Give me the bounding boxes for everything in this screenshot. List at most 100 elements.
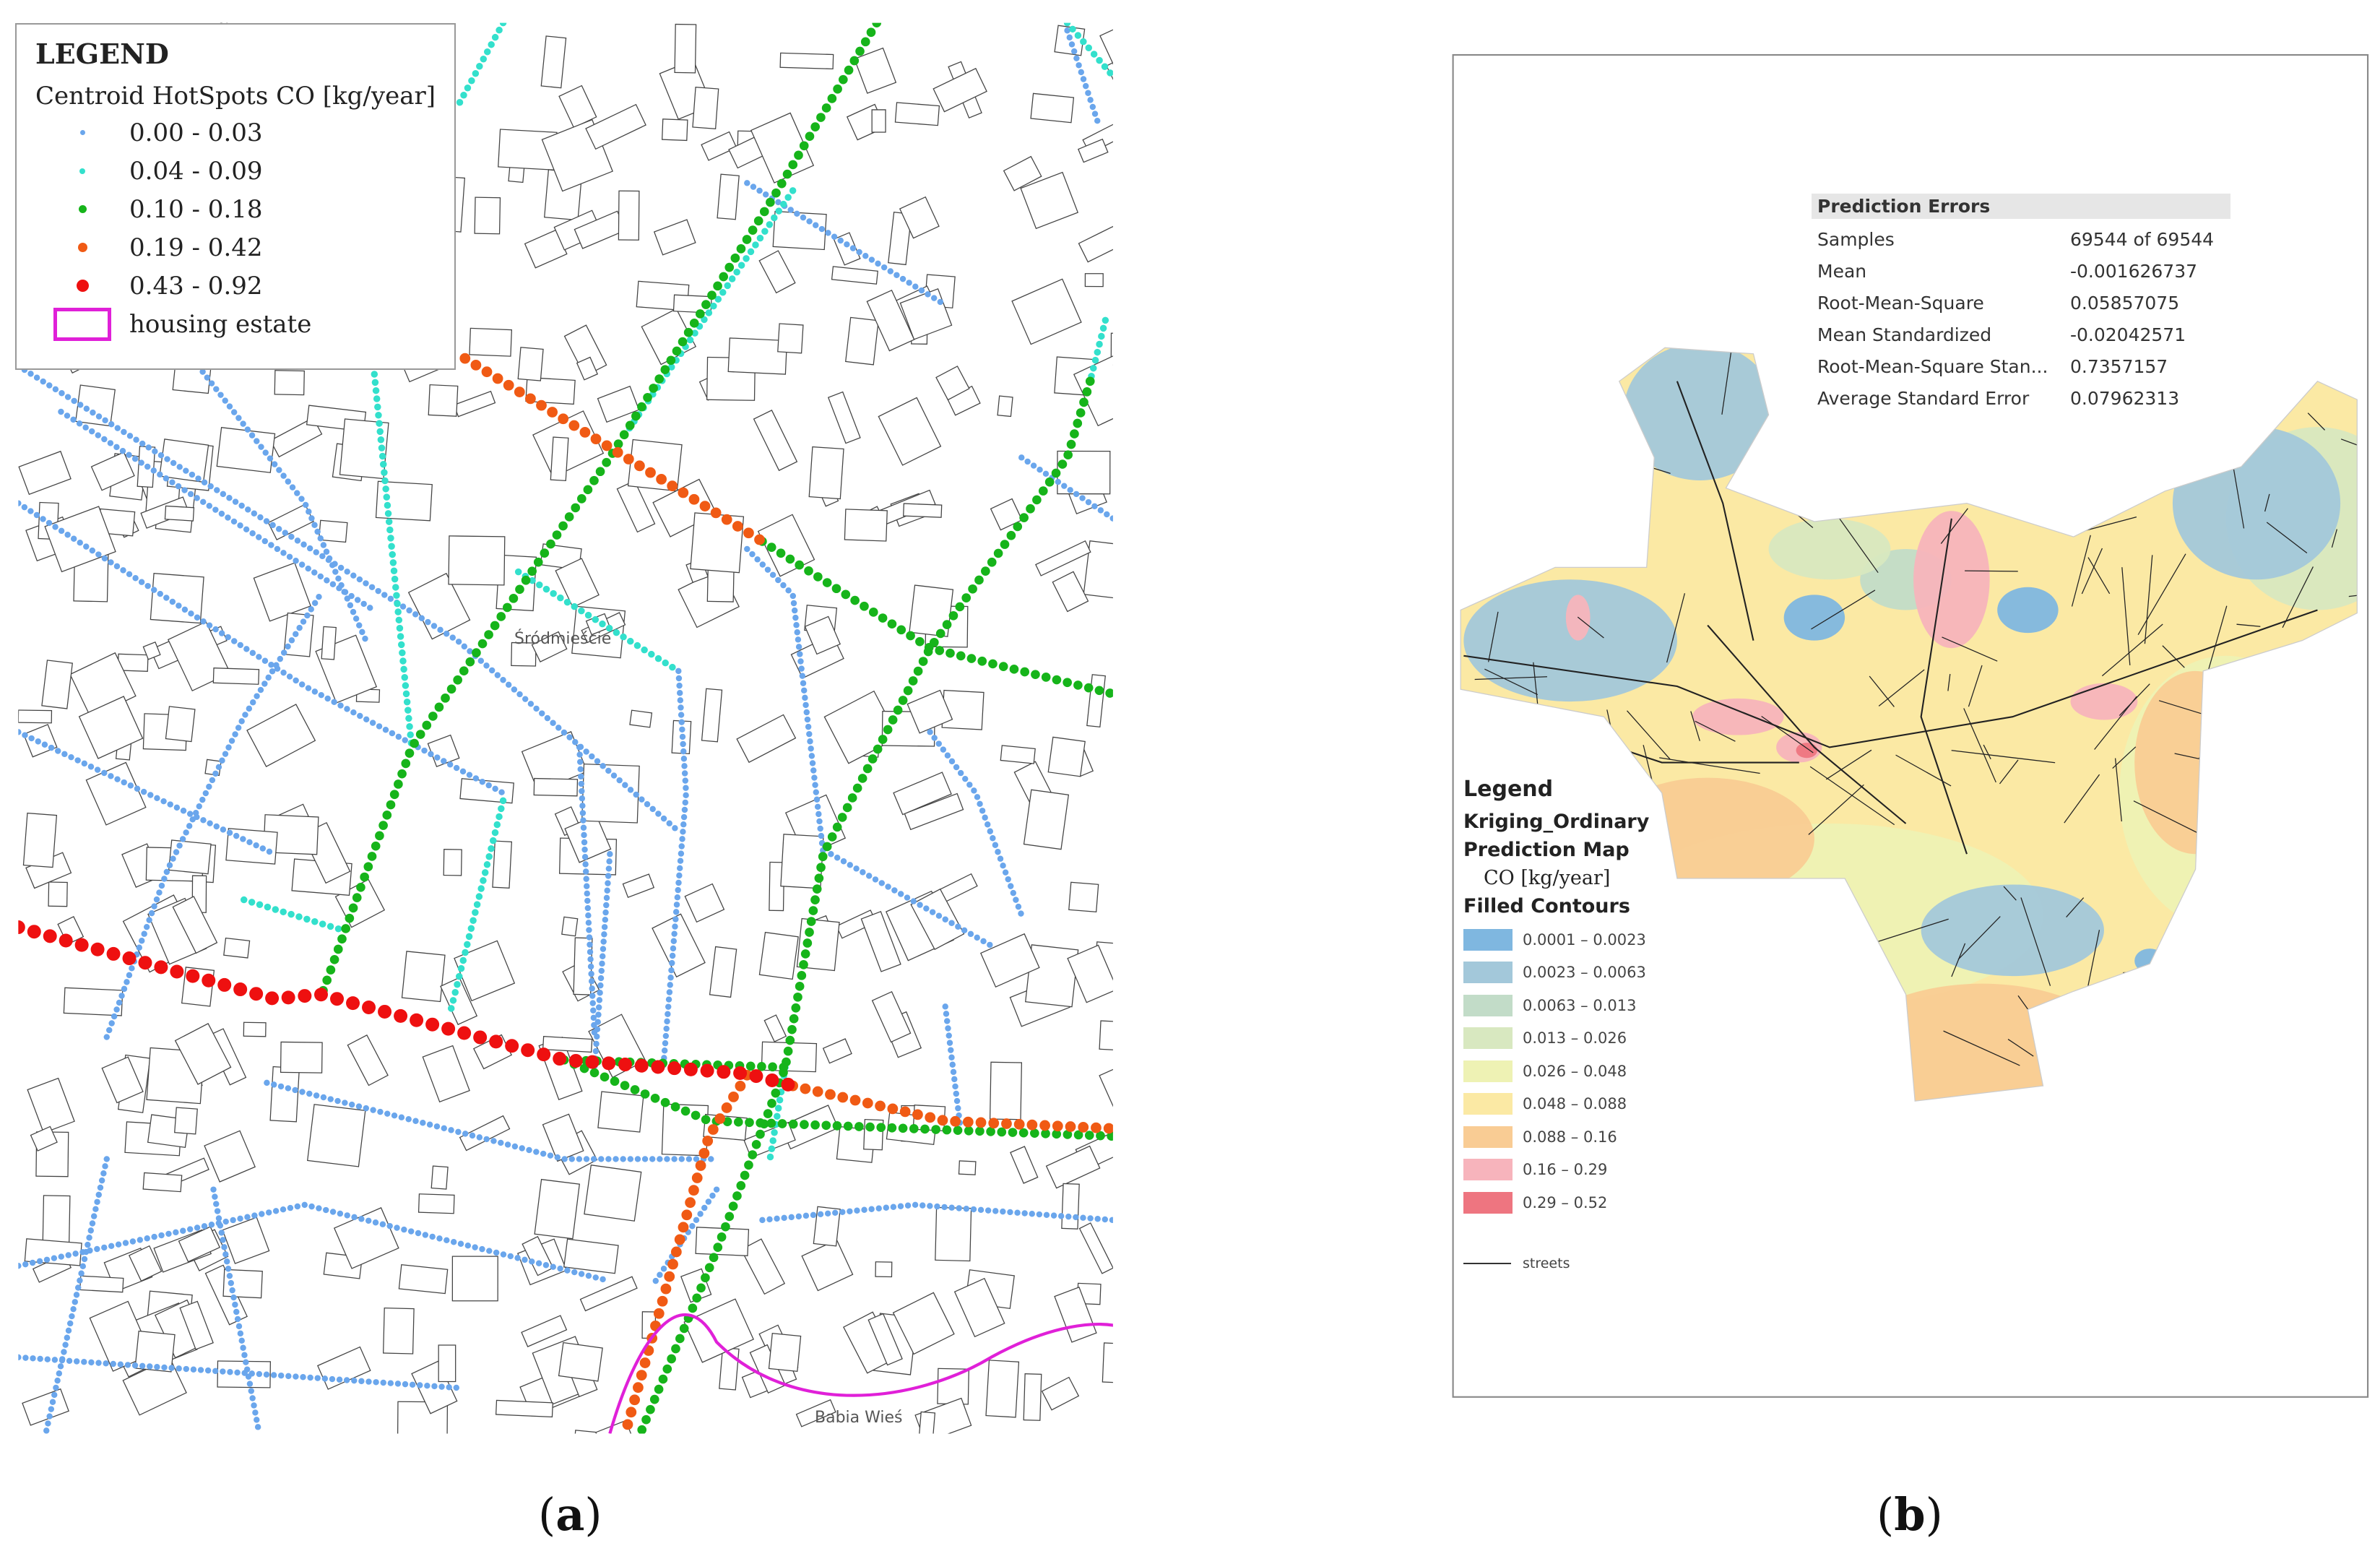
building bbox=[525, 376, 576, 405]
building bbox=[1068, 881, 1099, 913]
building bbox=[684, 883, 725, 923]
contour-fill bbox=[1796, 743, 1818, 759]
building bbox=[383, 1307, 415, 1355]
kriging-map bbox=[1452, 53, 2369, 1398]
building bbox=[225, 828, 278, 865]
building bbox=[511, 641, 537, 667]
street bbox=[1999, 759, 2019, 785]
legend-title: LEGEND bbox=[35, 38, 169, 70]
contour-legend-row: 0.0063 – 0.013 bbox=[1463, 989, 1649, 1022]
prediction-error-row: Mean -0.001626737 bbox=[1812, 255, 2230, 287]
hotspot-road-points bbox=[240, 896, 347, 934]
prediction-errors-title: Prediction Errors bbox=[1812, 194, 2230, 219]
building bbox=[903, 503, 943, 518]
hotspot-road-points bbox=[18, 920, 800, 1093]
building bbox=[570, 1430, 603, 1434]
contour-swatch bbox=[1463, 994, 1513, 1016]
housing-estate-boundary bbox=[608, 1313, 1113, 1434]
building bbox=[428, 384, 459, 417]
street bbox=[1761, 715, 1814, 753]
street bbox=[1947, 673, 1951, 691]
street bbox=[1951, 750, 2056, 764]
street bbox=[2094, 696, 2137, 750]
street bbox=[1707, 624, 1907, 824]
building bbox=[827, 391, 861, 444]
street bbox=[1951, 943, 1966, 977]
building bbox=[576, 356, 599, 381]
building bbox=[542, 1036, 593, 1053]
legend-label: 0.0001 – 0.0023 bbox=[1523, 930, 1646, 949]
building bbox=[871, 990, 912, 1043]
building bbox=[597, 1091, 644, 1133]
street bbox=[2348, 593, 2358, 597]
legend-label: 0.0063 – 0.013 bbox=[1523, 996, 1637, 1014]
building bbox=[780, 834, 824, 889]
building bbox=[997, 395, 1013, 418]
hotspot-road-points bbox=[927, 729, 1025, 918]
building bbox=[1052, 571, 1089, 613]
building bbox=[736, 714, 797, 764]
building bbox=[585, 103, 646, 150]
contour-swatch bbox=[1463, 1027, 1513, 1050]
street bbox=[1695, 720, 1736, 742]
hotspot-road-points bbox=[195, 363, 369, 644]
hotspot-road-points bbox=[43, 1156, 110, 1434]
legend-label: housing estate bbox=[129, 309, 312, 339]
building bbox=[469, 327, 513, 357]
building bbox=[1106, 43, 1113, 100]
building bbox=[795, 1399, 836, 1427]
building bbox=[422, 1045, 470, 1103]
building bbox=[1030, 92, 1075, 124]
building bbox=[772, 210, 827, 251]
hotspot-road-points bbox=[454, 22, 507, 111]
building bbox=[579, 1276, 638, 1312]
building bbox=[763, 1014, 787, 1042]
building bbox=[1110, 332, 1113, 366]
street bbox=[1676, 381, 1754, 641]
building bbox=[1010, 1146, 1039, 1184]
building bbox=[454, 940, 516, 1002]
building bbox=[1078, 225, 1113, 263]
building bbox=[750, 112, 815, 183]
building bbox=[223, 937, 251, 959]
building bbox=[212, 668, 260, 685]
contour-legend-row: 0.16 – 0.29 bbox=[1463, 1154, 1649, 1187]
building bbox=[89, 1300, 152, 1372]
prediction-errors-table: Prediction Errors Samples 69544 of 69544 M… bbox=[1812, 194, 2230, 414]
building bbox=[597, 385, 640, 423]
hotspot-road-points bbox=[559, 1055, 797, 1073]
building bbox=[57, 916, 85, 946]
building bbox=[1003, 155, 1042, 191]
hotspot-road-points bbox=[370, 362, 415, 751]
building bbox=[866, 289, 915, 352]
legend-title: Legend bbox=[1463, 777, 1554, 802]
street bbox=[1463, 609, 2318, 748]
legend-label: 0.43 - 0.92 bbox=[129, 271, 263, 301]
street bbox=[1721, 347, 1733, 415]
building bbox=[41, 660, 73, 709]
building bbox=[453, 390, 496, 418]
street bbox=[1983, 744, 1991, 760]
prediction-error-row: Root-Mean-Square Stan... 0.7357157 bbox=[1812, 350, 2230, 382]
legend-label: 0.013 – 0.026 bbox=[1523, 1029, 1627, 1047]
hotspot-road-points bbox=[1086, 316, 1109, 385]
contour-fill bbox=[2070, 683, 2138, 720]
street bbox=[2101, 623, 2163, 677]
contour-swatch bbox=[1463, 1126, 1513, 1148]
building bbox=[1054, 1287, 1097, 1343]
class-dot-icon bbox=[78, 205, 87, 213]
building bbox=[990, 498, 1023, 531]
street bbox=[1811, 589, 1876, 630]
building bbox=[142, 1172, 183, 1193]
building bbox=[274, 370, 305, 396]
legend-label: 0.04 - 0.09 bbox=[129, 156, 263, 186]
hotspot-road-points bbox=[103, 592, 324, 1040]
hotspot-road-points bbox=[744, 545, 827, 857]
building bbox=[906, 689, 953, 734]
building bbox=[448, 535, 506, 586]
kriging-legend: Legend Kriging_Ordinary Prediction Map C… bbox=[1463, 777, 1649, 1271]
building bbox=[561, 916, 579, 937]
street bbox=[1659, 757, 1760, 774]
building bbox=[768, 1333, 802, 1373]
